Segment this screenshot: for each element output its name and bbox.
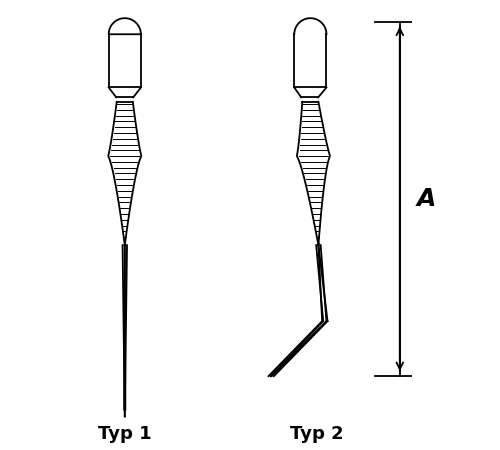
Text: Typ 1: Typ 1 [98, 425, 152, 443]
Text: Typ 2: Typ 2 [290, 425, 344, 443]
Text: A: A [417, 187, 436, 211]
